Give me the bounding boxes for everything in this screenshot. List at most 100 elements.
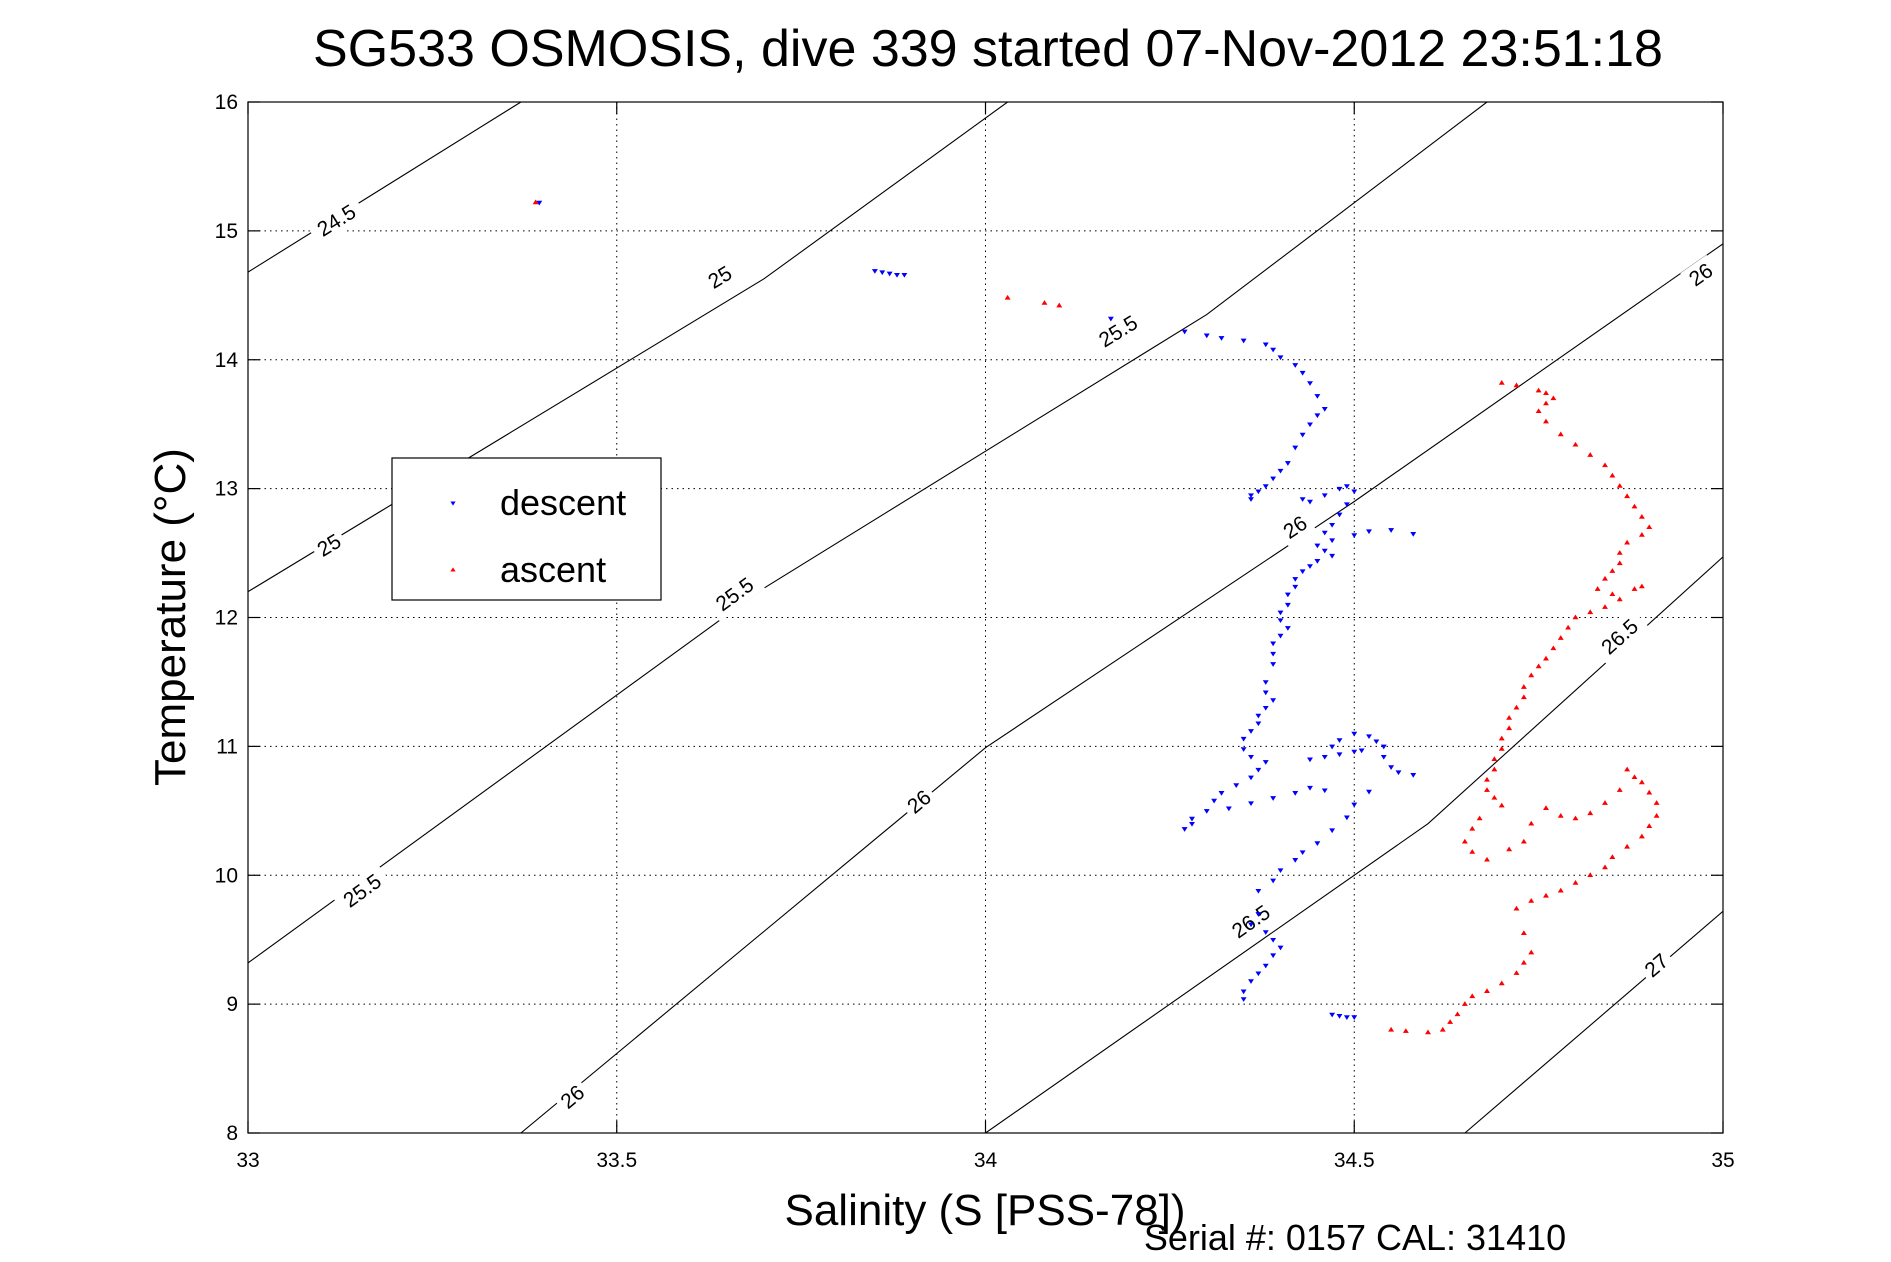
descent-point bbox=[1255, 767, 1262, 773]
descent-point bbox=[1211, 798, 1218, 804]
ascent-point bbox=[1624, 493, 1631, 499]
ascent-point bbox=[1587, 452, 1594, 457]
descent-point bbox=[1314, 559, 1321, 564]
descent-point bbox=[1270, 796, 1277, 801]
y-axis-label: Temperature (°C) bbox=[146, 448, 195, 786]
descent-point bbox=[1373, 739, 1380, 745]
ascent-point bbox=[1638, 833, 1645, 839]
descent-point bbox=[1248, 775, 1254, 781]
descent-point bbox=[1181, 329, 1188, 335]
descent-point bbox=[1388, 528, 1395, 533]
descent-point bbox=[1255, 713, 1262, 719]
ascent-point bbox=[1543, 400, 1549, 406]
ascent-point bbox=[1402, 1028, 1409, 1033]
descent-point bbox=[1307, 757, 1313, 763]
descent-point bbox=[901, 272, 908, 278]
descent-point bbox=[1366, 789, 1372, 795]
density-contour-line bbox=[520, 243, 1723, 1133]
ascent-point bbox=[1543, 655, 1549, 661]
x-tick-label: 34 bbox=[974, 1149, 998, 1172]
ascent-point bbox=[1646, 823, 1653, 829]
descent-point bbox=[1270, 953, 1277, 959]
y-tick-label: 14 bbox=[215, 349, 239, 372]
density-contour-line bbox=[248, 102, 522, 273]
descent-point bbox=[1240, 989, 1247, 995]
ascent-point bbox=[1535, 663, 1542, 669]
descent-point bbox=[1277, 355, 1284, 361]
descent-point bbox=[1262, 690, 1269, 696]
ascent-point bbox=[1491, 766, 1498, 772]
descent-point bbox=[1292, 577, 1299, 582]
ascent-point bbox=[1543, 892, 1549, 898]
ascent-point bbox=[1491, 756, 1498, 762]
descent-point bbox=[1277, 868, 1284, 874]
descent-point bbox=[879, 270, 886, 276]
ascent-point bbox=[1447, 1019, 1454, 1024]
descent-point bbox=[1351, 802, 1358, 808]
ascent-point bbox=[1004, 294, 1011, 300]
descent-point bbox=[1255, 721, 1262, 727]
descent-point bbox=[1314, 841, 1321, 846]
x-tick-label: 34.5 bbox=[1334, 1149, 1375, 1172]
descent-point bbox=[1284, 461, 1291, 466]
ascent-point bbox=[1609, 591, 1616, 597]
descent-point bbox=[1343, 484, 1350, 490]
descent-point bbox=[1336, 486, 1343, 492]
descent-point bbox=[1307, 381, 1313, 386]
ascent-point bbox=[1616, 483, 1623, 488]
descent-point bbox=[1203, 333, 1210, 339]
ascent-point bbox=[1557, 887, 1564, 893]
descent-point bbox=[1262, 963, 1269, 969]
descent-point bbox=[1189, 821, 1195, 827]
descent-point bbox=[1366, 734, 1372, 740]
x-axis-label: Salinity (S [PSS-78]) bbox=[784, 1186, 1185, 1235]
descent-point bbox=[1255, 912, 1262, 917]
ascent-point bbox=[1056, 302, 1063, 308]
ascent-point bbox=[1520, 959, 1527, 965]
descent-point bbox=[1321, 493, 1328, 499]
contour-label-background bbox=[699, 257, 741, 297]
descent-point bbox=[1248, 922, 1254, 928]
ascent-point bbox=[1513, 704, 1520, 710]
ascent-point bbox=[1557, 635, 1564, 640]
legend-box bbox=[391, 457, 662, 601]
descent-point bbox=[1262, 680, 1269, 685]
descent-point bbox=[1233, 783, 1240, 789]
ascent-point bbox=[1513, 382, 1520, 388]
descent-point bbox=[1270, 878, 1277, 884]
descent-point bbox=[1181, 827, 1188, 832]
density-contour-line bbox=[248, 102, 1488, 964]
ascent-point bbox=[1602, 800, 1608, 805]
ascent-point bbox=[1484, 988, 1490, 993]
ascent-point bbox=[1624, 766, 1631, 772]
descent-point bbox=[1262, 930, 1269, 935]
ascent-point bbox=[1528, 898, 1535, 903]
descent-point bbox=[1299, 850, 1306, 856]
descent-point bbox=[1321, 548, 1328, 554]
ascent-point bbox=[1602, 462, 1608, 468]
descent-point bbox=[1307, 422, 1313, 428]
descent-point bbox=[1351, 731, 1358, 737]
descent-point bbox=[1321, 754, 1328, 760]
ascent-point bbox=[1388, 1026, 1395, 1032]
ascent-point bbox=[1638, 779, 1645, 785]
ascent-point bbox=[1653, 813, 1660, 818]
descent-point bbox=[1107, 316, 1114, 322]
descent-point bbox=[1329, 1012, 1336, 1018]
descent-point bbox=[1284, 626, 1291, 631]
descent-point bbox=[1314, 394, 1321, 399]
ascent-point bbox=[1616, 560, 1623, 566]
descent-point bbox=[1351, 489, 1358, 495]
ascent-point bbox=[1439, 1026, 1446, 1032]
ascent-point bbox=[1520, 838, 1527, 844]
descent-point bbox=[1248, 729, 1254, 734]
descent-point bbox=[1336, 738, 1343, 743]
descent-point bbox=[1307, 499, 1313, 505]
descent-point bbox=[1277, 468, 1284, 474]
descent-point bbox=[1299, 497, 1306, 502]
ascent-point bbox=[1631, 586, 1638, 591]
ascent-point bbox=[1041, 300, 1048, 305]
ascent-point bbox=[1535, 387, 1542, 393]
x-tick-label: 35 bbox=[1711, 1149, 1734, 1172]
